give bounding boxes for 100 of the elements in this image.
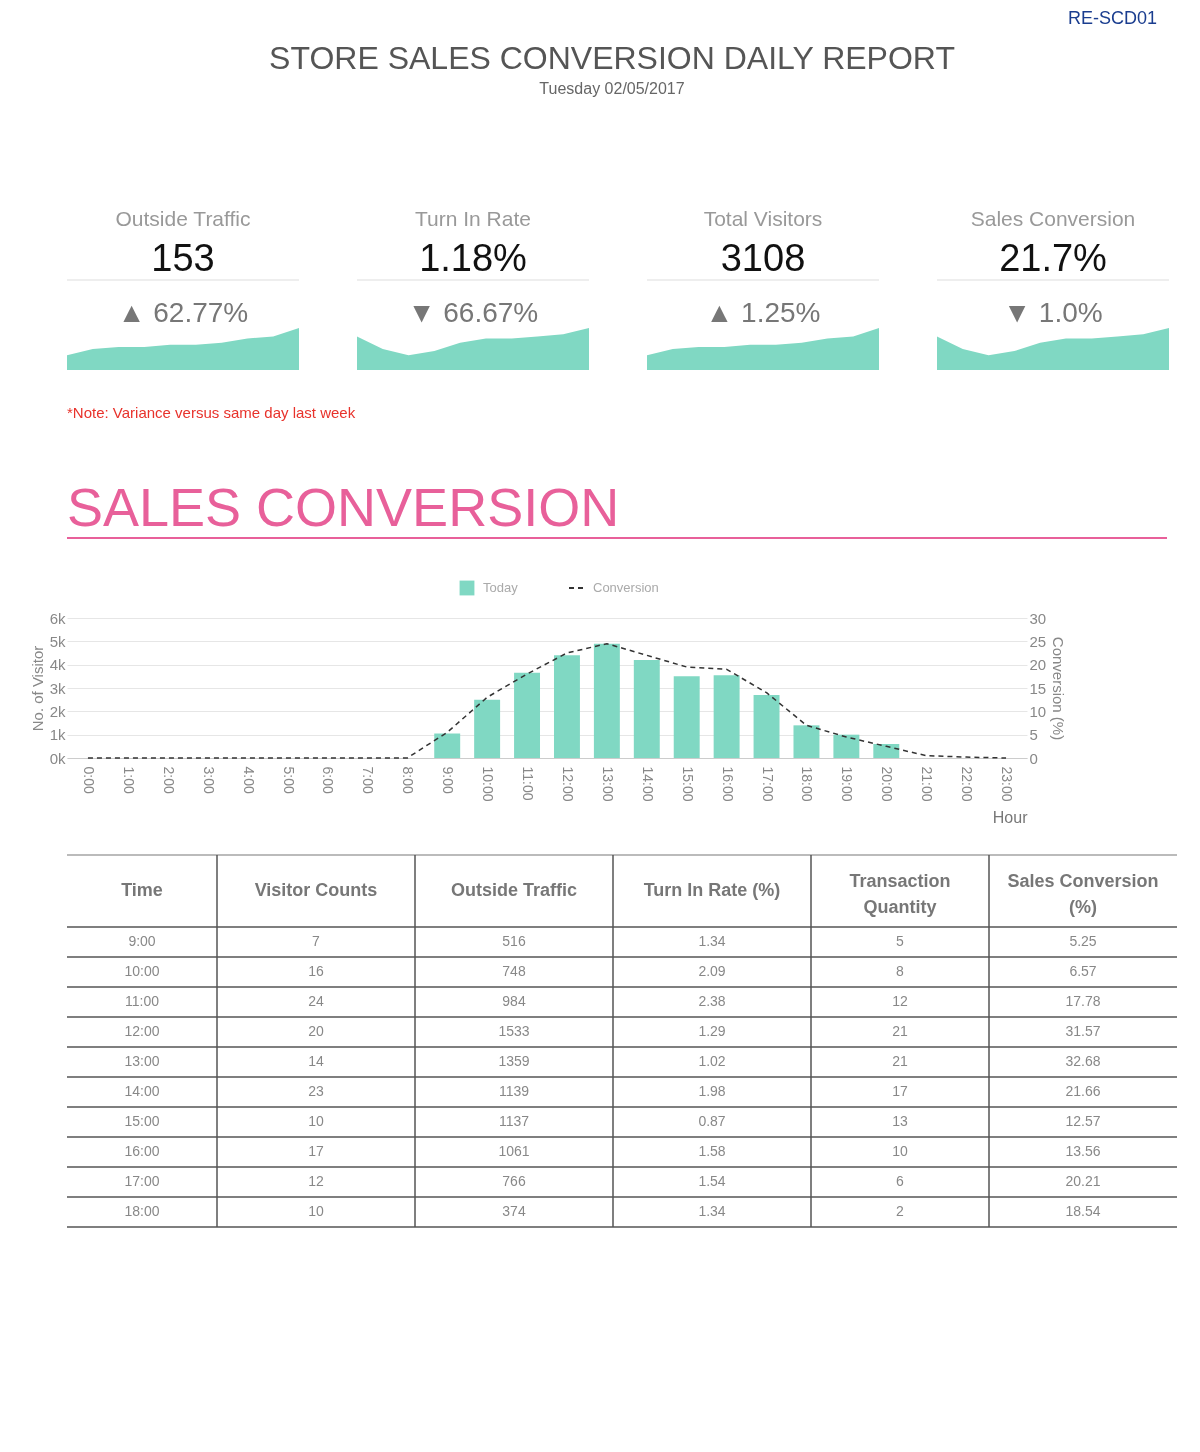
y2-tick-label: 20 <box>1029 656 1047 674</box>
x-tick-label: 9:00 <box>440 766 457 794</box>
y-tick-label: 5k <box>49 632 66 650</box>
chart-title: SALES CONVERSION <box>67 477 620 537</box>
data-label: 1.29 <box>698 1023 726 1039</box>
annotation: ▼ 1.0% <box>1003 297 1103 328</box>
text: 153 <box>151 237 215 279</box>
x-tick-label: 8:00 <box>400 766 417 794</box>
data-label: 17 <box>892 1083 908 1099</box>
chart-title: Turn In Rate <box>415 207 531 230</box>
y2-tick-label: 0 <box>1029 749 1038 767</box>
y-tick-label: 3k <box>49 679 66 697</box>
x-tick-label: 3:00 <box>200 766 217 794</box>
data-label: 7 <box>312 933 321 949</box>
data-label: 1.54 <box>698 1173 726 1189</box>
y-tick-label: 2k <box>49 702 66 720</box>
x-tick-label: 20:00 <box>879 766 896 802</box>
data-label: 1.34 <box>698 933 726 949</box>
x-tick-label: 23:00 <box>999 766 1016 802</box>
bar <box>793 725 820 758</box>
x-tick-label: 4:00 <box>240 766 257 794</box>
legend-label: Conversion <box>593 580 659 595</box>
y-axis-title: No. of Visitor <box>28 645 46 732</box>
x-tick-label: 12:00 <box>559 766 576 802</box>
data-label: 10 <box>308 1113 324 1129</box>
y-tick-label: 4k <box>49 656 66 674</box>
y-axis-title: Time <box>121 880 163 900</box>
text: Tuesday 02/05/2017 <box>539 80 685 97</box>
y-tick-label: 9:00 <box>128 933 156 949</box>
line-series <box>87 642 1007 759</box>
data-label: 1359 <box>498 1053 530 1069</box>
x-tick-label: 7:00 <box>360 766 377 794</box>
data-label: 2.09 <box>698 963 726 979</box>
y2-tick-label: 15 <box>1029 679 1047 697</box>
text: 1.18% <box>419 237 527 279</box>
data-label: 1533 <box>498 1023 530 1039</box>
data-label: 6 <box>896 1173 905 1189</box>
data-label: 1061 <box>498 1143 530 1159</box>
x-tick-label: 2:00 <box>160 766 177 794</box>
x-tick-label: 17:00 <box>759 766 776 802</box>
y2-axis-title: Conversion (%) <box>1050 636 1068 741</box>
x-tick-label: 13:00 <box>599 766 616 802</box>
bar <box>833 734 860 758</box>
x-tick-label: 14:00 <box>639 766 656 802</box>
data-label: 24 <box>308 993 324 1009</box>
data-label: 2.38 <box>698 993 726 1009</box>
x-tick-label: 22:00 <box>959 766 976 802</box>
data-label: 1139 <box>498 1083 530 1099</box>
data-label: 5 <box>896 933 905 949</box>
y-tick-label: 11:00 <box>125 993 160 1009</box>
bar <box>713 675 740 758</box>
bar <box>553 655 580 758</box>
data-label: 12 <box>892 993 908 1009</box>
data-label: 16 <box>308 963 324 979</box>
y2-tick-label: 5 <box>1029 726 1038 744</box>
text: RE-SCD01 <box>1067 8 1157 28</box>
data-label: 10 <box>892 1143 908 1159</box>
x-tick-label: 5:00 <box>280 766 297 794</box>
data-label: 6.57 <box>1069 963 1097 979</box>
data-label: 21 <box>892 1023 908 1039</box>
bar <box>434 733 461 758</box>
data-label: 12 <box>308 1173 324 1189</box>
data-label: 18.54 <box>1065 1203 1101 1219</box>
data-label: 1.58 <box>698 1143 726 1159</box>
data-label: 21.66 <box>1065 1083 1101 1099</box>
annotation: ▼ 66.67% <box>407 297 539 328</box>
x-tick-label: 6:00 <box>320 766 337 794</box>
y2-tick-label: 25 <box>1029 632 1047 650</box>
y-tick-label: 18:00 <box>124 1203 160 1219</box>
x-tick-label: Turn In Rate (%) <box>643 880 781 900</box>
y-tick-label: 0k <box>49 749 66 767</box>
data-label: 12.57 <box>1065 1113 1101 1129</box>
data-label: 984 <box>502 993 526 1009</box>
y-tick-label: 15:00 <box>124 1113 160 1129</box>
data-label: 5.25 <box>1069 933 1097 949</box>
annotation: ▲ 62.77% <box>117 297 249 328</box>
x-tick-label: Transaction Quantity <box>849 871 951 917</box>
x-axis-title: Hour <box>992 808 1029 826</box>
data-label: 17.78 <box>1065 993 1101 1009</box>
x-tick-label: 15:00 <box>679 766 696 802</box>
data-label: 1.98 <box>698 1083 726 1099</box>
data-label: 20.21 <box>1065 1173 1101 1189</box>
data-label: 20 <box>308 1023 324 1039</box>
bar <box>753 695 780 758</box>
data-label: 374 <box>502 1203 526 1219</box>
x-tick-label: 10:00 <box>480 766 497 802</box>
data-label: 32.68 <box>1065 1053 1101 1069</box>
y-tick-label: 13:00 <box>124 1053 160 1069</box>
data-label: 31.57 <box>1065 1023 1101 1039</box>
bar <box>873 744 900 758</box>
x-tick-label: 0:00 <box>80 766 97 794</box>
data-label: 23 <box>308 1083 324 1099</box>
x-tick-label: 21:00 <box>919 766 936 802</box>
text: *Note: Variance versus same day last week <box>67 404 356 421</box>
y-tick-label: 10:00 <box>124 963 160 979</box>
bar <box>474 699 501 758</box>
text: STORE SALES CONVERSION DAILY REPORT <box>269 40 955 76</box>
text: 21.7% <box>999 237 1107 279</box>
chart-title: Sales Conversion <box>970 207 1136 230</box>
y-tick-label: 1k <box>49 726 66 744</box>
